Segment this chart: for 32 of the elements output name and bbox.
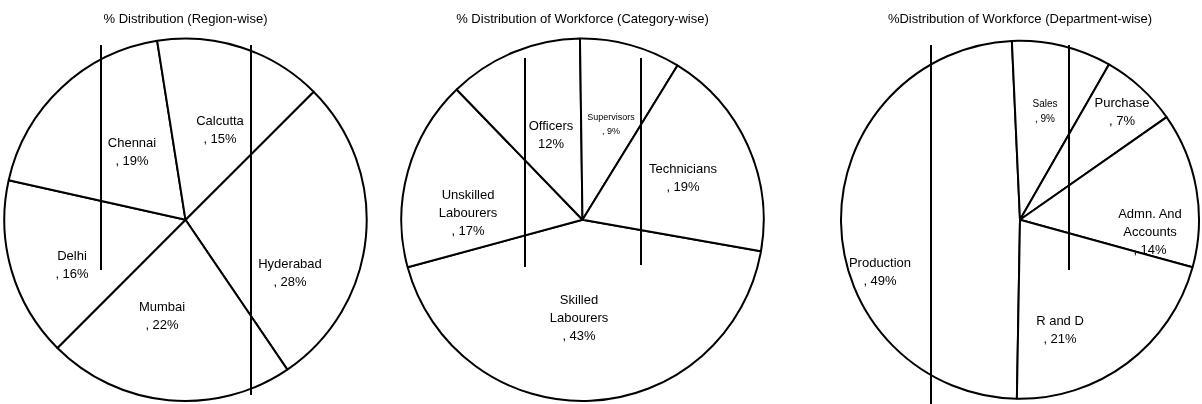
chart-title: %Distribution of Workforce (Department-wise)	[887, 11, 1153, 27]
chart-title: % Distribution of Workforce (Category-wise)	[456, 11, 709, 27]
data-label: , 15%	[203, 130, 238, 146]
slice-label: Admn. And Accounts	[1118, 205, 1182, 239]
slice-label: Purchase	[1094, 94, 1150, 110]
slice-label: Production	[848, 254, 912, 270]
slice-label: Officers	[528, 117, 574, 133]
slice-label: Skilled Labourers	[549, 291, 609, 325]
data-label: , 21%	[1043, 330, 1078, 346]
slice-label: Unskilled Labourers	[438, 186, 498, 220]
data-label: , 7%	[1108, 112, 1136, 128]
data-label: 12%	[537, 135, 565, 151]
data-label: , 19%	[666, 178, 701, 194]
data-label: , 43%	[562, 327, 597, 343]
slice-label: Technicians	[649, 160, 718, 176]
data-label: , 22%	[145, 316, 180, 332]
slice-label: Chennai	[107, 134, 157, 150]
data-label: , 19%	[115, 152, 150, 168]
data-label: , 28%	[273, 273, 308, 289]
slice-label: Mumbai	[138, 298, 186, 314]
data-label: , 16%	[55, 265, 90, 281]
data-label: , 17%	[451, 222, 486, 238]
slice-label: Supervisors	[587, 112, 636, 123]
slice-label: Calcutta	[196, 112, 245, 128]
slice-label: Sales	[1032, 98, 1058, 110]
data-label: , 49%	[863, 272, 898, 288]
chart-title: % Distribution (Region-wise)	[103, 11, 268, 27]
data-label: , 9%	[1034, 113, 1056, 125]
slice-label: Delhi	[57, 247, 87, 263]
data-label: , 9%	[601, 126, 621, 137]
slice-label: Hyderabad	[258, 255, 322, 271]
slice-label: R and D	[1036, 312, 1084, 328]
